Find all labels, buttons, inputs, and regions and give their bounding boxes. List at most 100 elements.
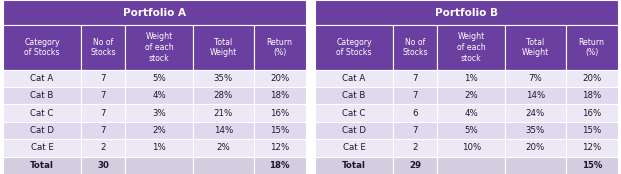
Bar (193, 122, 253, 139)
Text: Cat E: Cat E (30, 143, 53, 152)
Bar (3, 70, 81, 87)
Text: 1%: 1% (465, 74, 478, 83)
Text: No of
Stocks: No of Stocks (90, 38, 116, 57)
Bar (253, 104, 306, 122)
Bar (81, 139, 125, 157)
Text: 30: 30 (97, 161, 109, 170)
Bar (566, 87, 618, 104)
Text: 24%: 24% (526, 109, 545, 118)
Text: No of
Stocks: No of Stocks (402, 38, 428, 57)
Bar (81, 70, 125, 87)
Text: 18%: 18% (270, 161, 290, 170)
Text: 35%: 35% (526, 126, 545, 135)
Bar (315, 157, 393, 174)
Text: 2: 2 (100, 143, 106, 152)
Bar (315, 0, 618, 25)
Bar (3, 0, 306, 25)
Bar (393, 87, 437, 104)
Text: Weight
of each
stock: Weight of each stock (457, 32, 486, 63)
Bar (315, 70, 393, 87)
Text: Return
(%): Return (%) (266, 38, 292, 57)
Text: 7: 7 (100, 109, 106, 118)
Bar (125, 87, 193, 104)
Text: 15%: 15% (270, 126, 289, 135)
Bar (253, 25, 306, 70)
Bar (81, 87, 125, 104)
Text: Cat B: Cat B (30, 91, 53, 100)
Text: 7: 7 (100, 74, 106, 83)
Text: 29: 29 (409, 161, 421, 170)
Text: 7: 7 (412, 74, 418, 83)
Bar (437, 139, 505, 157)
Text: Cat D: Cat D (342, 126, 366, 135)
Bar (125, 70, 193, 87)
Bar (81, 25, 125, 70)
Text: 21%: 21% (214, 109, 233, 118)
Text: 7: 7 (412, 91, 418, 100)
Bar (3, 25, 81, 70)
Text: Total
Weight: Total Weight (210, 38, 237, 57)
Bar (393, 139, 437, 157)
Text: Cat A: Cat A (30, 74, 53, 83)
Text: 5%: 5% (152, 74, 166, 83)
Text: 4%: 4% (465, 109, 478, 118)
Text: Cat D: Cat D (30, 126, 54, 135)
Bar (253, 157, 306, 174)
Bar (566, 157, 618, 174)
Text: 14%: 14% (214, 126, 233, 135)
Text: 2%: 2% (465, 91, 478, 100)
Bar (125, 25, 193, 70)
Bar (437, 157, 505, 174)
Bar (437, 104, 505, 122)
Bar (505, 70, 566, 87)
Bar (566, 70, 618, 87)
Text: Portfolio B: Portfolio B (435, 8, 498, 18)
Text: 20%: 20% (526, 143, 545, 152)
Text: 7: 7 (412, 126, 418, 135)
Bar (505, 157, 566, 174)
Text: Total
Weight: Total Weight (522, 38, 549, 57)
Text: Category
of Stocks: Category of Stocks (24, 38, 60, 57)
Bar (505, 122, 566, 139)
Text: 10%: 10% (461, 143, 481, 152)
Text: 6: 6 (412, 109, 418, 118)
Text: 16%: 16% (270, 109, 289, 118)
Bar (253, 139, 306, 157)
Bar (393, 157, 437, 174)
Text: 18%: 18% (270, 91, 289, 100)
Bar (3, 122, 81, 139)
Bar (566, 104, 618, 122)
Bar (3, 87, 81, 104)
Bar (437, 25, 505, 70)
Text: 35%: 35% (214, 74, 233, 83)
Text: 14%: 14% (526, 91, 545, 100)
Bar (315, 87, 393, 104)
Text: Cat C: Cat C (30, 109, 53, 118)
Text: 7%: 7% (528, 74, 542, 83)
Bar (393, 104, 437, 122)
Text: 3%: 3% (152, 109, 166, 118)
Text: 18%: 18% (582, 91, 601, 100)
Bar (505, 139, 566, 157)
Text: 2: 2 (412, 143, 418, 152)
Text: Total: Total (30, 161, 54, 170)
Text: Cat A: Cat A (342, 74, 366, 83)
Bar (193, 157, 253, 174)
Bar (125, 122, 193, 139)
Text: 28%: 28% (214, 91, 233, 100)
Bar (193, 139, 253, 157)
Bar (315, 104, 393, 122)
Text: Category
of Stocks: Category of Stocks (336, 38, 372, 57)
Bar (505, 104, 566, 122)
Text: 15%: 15% (582, 126, 601, 135)
Text: Cat E: Cat E (343, 143, 365, 152)
Bar (81, 104, 125, 122)
Bar (125, 139, 193, 157)
Bar (253, 70, 306, 87)
Text: Total: Total (342, 161, 366, 170)
Text: 15%: 15% (581, 161, 602, 170)
Bar (437, 70, 505, 87)
Bar (253, 87, 306, 104)
Bar (3, 157, 81, 174)
Bar (81, 157, 125, 174)
